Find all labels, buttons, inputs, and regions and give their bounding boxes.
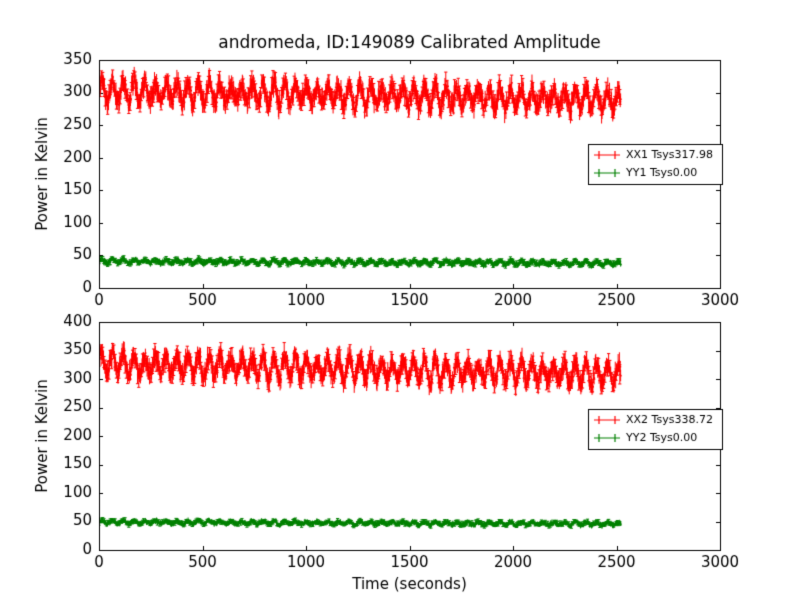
matplotlib-figure — [0, 0, 800, 600]
dual-panel-power-time-chart — [0, 0, 800, 600]
